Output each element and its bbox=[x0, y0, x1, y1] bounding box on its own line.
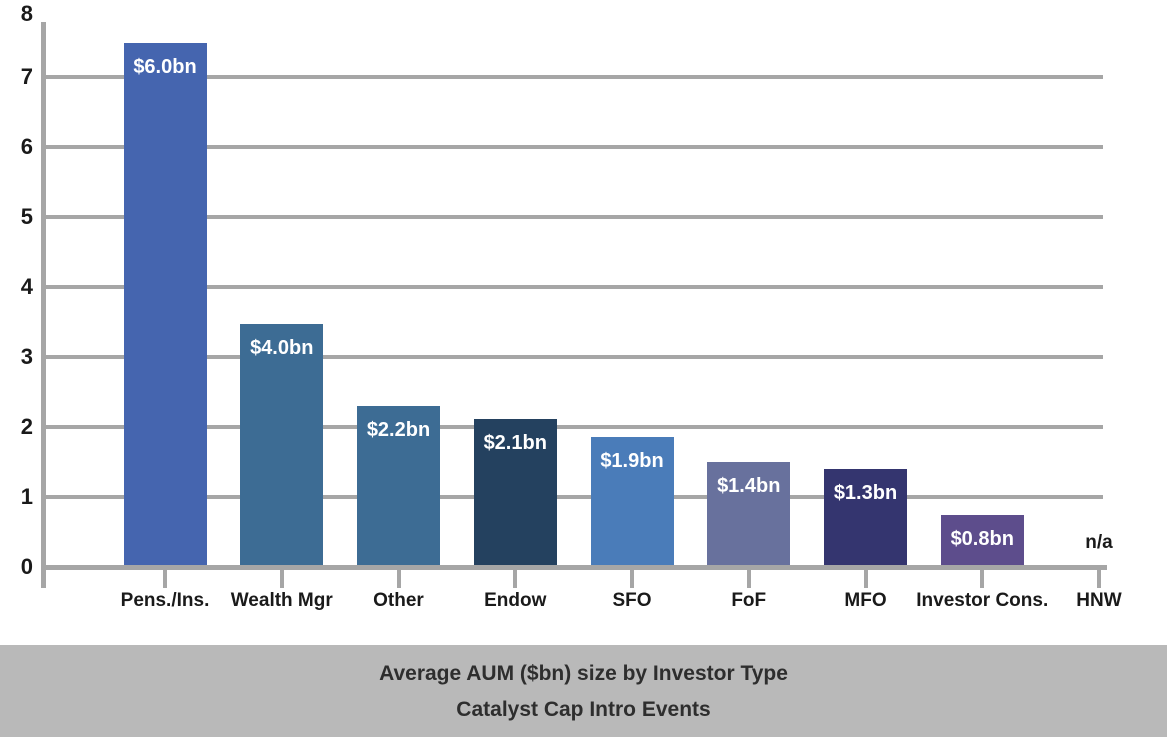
x-tick-label: Other bbox=[373, 590, 424, 611]
gridline bbox=[45, 145, 1103, 149]
gridline bbox=[45, 215, 1103, 219]
bar-value-label: $1.9bn bbox=[600, 449, 664, 472]
x-axis-tick bbox=[1097, 567, 1101, 588]
y-tick-label: 3 bbox=[20, 344, 33, 369]
x-tick-label: MFO bbox=[844, 590, 887, 611]
x-axis-tick bbox=[279, 567, 284, 588]
y-tick-label: 5 bbox=[20, 204, 33, 229]
na-label: n/a bbox=[1085, 532, 1113, 553]
x-tick-label: HNW bbox=[1076, 590, 1122, 611]
x-axis-tick bbox=[746, 567, 751, 588]
gridline bbox=[45, 495, 1103, 499]
x-tick-label: Endow bbox=[484, 590, 547, 611]
chart-title-band: Average AUM ($bn) size by Investor Type … bbox=[0, 645, 1167, 737]
x-tick-label: Investor Cons. bbox=[916, 590, 1049, 611]
bar bbox=[824, 469, 907, 566]
y-tick-label: 8 bbox=[20, 1, 33, 26]
gridline bbox=[45, 425, 1103, 429]
x-axis-line bbox=[41, 565, 1107, 570]
bar bbox=[940, 515, 1024, 566]
bar bbox=[123, 42, 207, 566]
x-tick-label: FoF bbox=[731, 590, 767, 611]
y-tick-label: 4 bbox=[20, 274, 33, 299]
y-tick-label: 7 bbox=[20, 64, 33, 89]
y-tick-label: 2 bbox=[20, 414, 33, 439]
gridline bbox=[45, 285, 1103, 289]
gridline bbox=[45, 355, 1103, 359]
bar-value-label: $6.0bn bbox=[133, 55, 197, 78]
y-tick-label: 6 bbox=[20, 134, 33, 159]
chart-title: Average AUM ($bn) size by Investor Type bbox=[379, 661, 788, 685]
gridline bbox=[45, 75, 1103, 79]
bar bbox=[357, 406, 440, 566]
bar-value-label: $1.4bn bbox=[717, 475, 781, 497]
x-axis-tick bbox=[863, 567, 868, 588]
y-tick-label: 1 bbox=[20, 484, 33, 509]
x-axis-tick bbox=[513, 567, 518, 588]
chart-subtitle: Catalyst Cap Intro Events bbox=[456, 697, 711, 721]
bar bbox=[240, 324, 324, 566]
x-tick-label: SFO bbox=[612, 590, 652, 611]
bar-value-label: $0.8bn bbox=[950, 528, 1014, 551]
bar bbox=[473, 419, 557, 566]
bar-value-label: $1.3bn bbox=[833, 482, 898, 504]
x-tick-label: Wealth Mgr bbox=[230, 590, 333, 611]
bar bbox=[707, 462, 791, 566]
x-axis-tick bbox=[396, 567, 401, 588]
bar-value-label: $4.0bn bbox=[250, 337, 314, 360]
x-axis-tick bbox=[630, 567, 634, 588]
bar-value-label: $2.2bn bbox=[366, 419, 431, 441]
bar-value-label: $2.1bn bbox=[483, 432, 547, 455]
x-axis-tick bbox=[980, 567, 985, 588]
y-tick-label: 0 bbox=[20, 554, 33, 579]
bar bbox=[590, 436, 674, 566]
x-tick-label: Pens./Ins. bbox=[120, 590, 210, 611]
x-axis-tick bbox=[163, 567, 167, 588]
y-axis-line bbox=[41, 22, 46, 588]
